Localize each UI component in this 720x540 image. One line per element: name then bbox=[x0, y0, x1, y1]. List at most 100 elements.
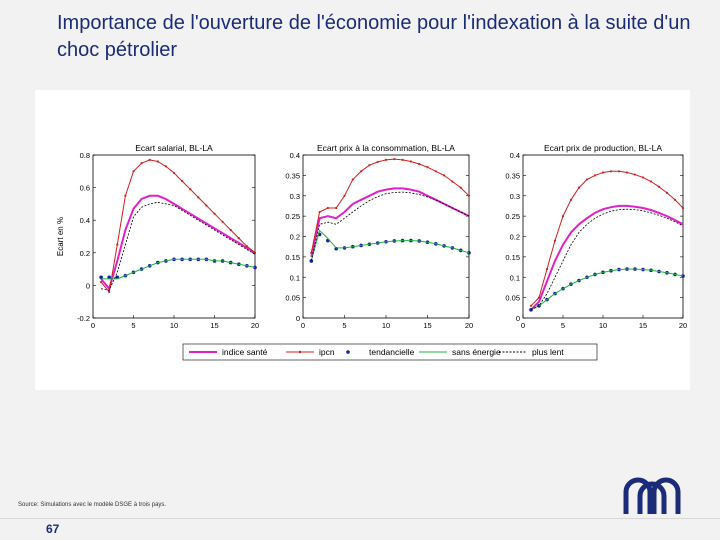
data-point-ipcn bbox=[368, 164, 371, 167]
data-point-ipcn bbox=[253, 251, 257, 254]
data-point-ipcn bbox=[197, 196, 200, 199]
y-tick-label: 0.4 bbox=[510, 151, 520, 160]
data-point-ipcn bbox=[140, 162, 143, 165]
y-tick-label: 0.3 bbox=[510, 192, 520, 201]
data-point-tendancielle bbox=[681, 274, 685, 278]
x-tick-label: 15 bbox=[423, 321, 431, 330]
data-point-ipcn bbox=[553, 239, 557, 242]
data-point-ipcn bbox=[124, 194, 127, 197]
slide-title: Importance de l'ouverture de l'économie … bbox=[57, 12, 691, 61]
data-point-ipcn bbox=[326, 206, 329, 210]
legend-box bbox=[182, 343, 598, 361]
data-point-tendancielle bbox=[99, 275, 103, 280]
data-point-ipcn bbox=[245, 245, 248, 248]
data-point-ipcn bbox=[625, 171, 629, 174]
y-tick-label: 0.2 bbox=[510, 233, 520, 242]
data-point-ipcn bbox=[529, 304, 533, 307]
data-point-ipcn bbox=[205, 204, 208, 207]
chart-title: Ecart prix à la consommation, BL-LA bbox=[317, 143, 455, 153]
y-tick-label: 0 bbox=[86, 281, 90, 290]
data-point-ipcn bbox=[181, 179, 184, 183]
x-tick-label: 20 bbox=[251, 321, 259, 330]
plot-frame bbox=[302, 154, 470, 319]
y-tick-label: 0.05 bbox=[285, 294, 300, 303]
data-point-ipcn bbox=[376, 160, 379, 164]
y-tick-label: 0.15 bbox=[505, 253, 520, 262]
x-tick-label: 10 bbox=[599, 321, 607, 330]
data-point-ipcn bbox=[633, 173, 637, 176]
y-tick-label: 0 bbox=[516, 314, 520, 323]
data-point-ipcn bbox=[351, 178, 354, 181]
data-point-ipcn bbox=[681, 206, 685, 210]
data-point-tendancielle bbox=[309, 259, 314, 263]
charts-svg: Ecart salarial, BL-LA-0.200.20.40.60.80 5… bbox=[56, 143, 687, 361]
y-tick-label: 0.6 bbox=[80, 184, 90, 193]
data-point-ipcn bbox=[609, 170, 613, 173]
y-tick-label: 0.2 bbox=[80, 249, 90, 258]
y-tick-label: 0.1 bbox=[510, 273, 520, 282]
chart-title: Ecart salarial, BL-LA bbox=[135, 143, 213, 153]
data-point-ipcn bbox=[164, 165, 167, 168]
x-tick-label: 0 bbox=[91, 321, 95, 330]
data-point-ipcn bbox=[401, 158, 404, 161]
data-point-ipcn bbox=[561, 215, 565, 218]
series-line-indice_sante bbox=[100, 194, 256, 291]
series-line-sans_energie bbox=[530, 268, 684, 311]
source-note: Source: Simulations avec le modèle DSGE … bbox=[18, 502, 167, 508]
data-point-ipcn bbox=[108, 290, 111, 294]
data-point-ipcn bbox=[116, 243, 119, 246]
y-tick-label: 0.8 bbox=[80, 151, 90, 160]
data-point-ipcn bbox=[360, 170, 363, 173]
data-point-ipcn bbox=[156, 160, 159, 163]
y-tick-label: 0.35 bbox=[285, 171, 300, 180]
y-tick-label: -0.2 bbox=[77, 314, 90, 323]
y-tick-label: 0.35 bbox=[505, 171, 520, 180]
legend-label: indice santé bbox=[222, 347, 268, 357]
series-line-ipcn bbox=[310, 158, 470, 253]
y-tick-label: 0.25 bbox=[285, 212, 300, 221]
plot-frame bbox=[522, 154, 684, 319]
legend-label: sans énergie bbox=[452, 347, 501, 357]
data-point-ipcn bbox=[665, 191, 669, 194]
x-tick-label: 10 bbox=[170, 321, 178, 330]
data-point-ipcn bbox=[237, 237, 240, 240]
series-line-sans_energie bbox=[310, 229, 470, 262]
data-point-ipcn bbox=[221, 220, 224, 223]
x-tick-label: 0 bbox=[521, 321, 525, 330]
series-line-ipcn bbox=[530, 170, 684, 307]
x-tick-label: 15 bbox=[639, 321, 647, 330]
y-tick-label: 0.25 bbox=[505, 212, 520, 221]
data-point-ipcn bbox=[641, 176, 645, 179]
data-point-ipcn bbox=[409, 160, 412, 163]
footer-divider bbox=[0, 518, 720, 519]
data-point-ipcn bbox=[459, 186, 462, 189]
data-point-ipcn bbox=[335, 206, 338, 210]
legend-label: plus lent bbox=[532, 347, 564, 357]
series-line-plus_lent bbox=[530, 208, 684, 311]
series-line-ipcn bbox=[100, 159, 256, 294]
data-point-ipcn bbox=[426, 166, 429, 169]
figure-panel: Ecart salarial, BL-LA -0.2 0 0.2 0.4 0.6 0.8 0 5… bbox=[35, 90, 690, 390]
data-point-ipcn bbox=[585, 178, 589, 181]
data-point-ipcn bbox=[384, 158, 388, 161]
y-tick-label: 0.15 bbox=[285, 253, 300, 262]
x-tick-label: 5 bbox=[561, 321, 565, 330]
legend-swatch-tendancielle bbox=[346, 350, 350, 354]
x-tick-label: 0 bbox=[301, 321, 305, 330]
y-tick-label: 0.05 bbox=[505, 294, 520, 303]
y-tick-label: 0.1 bbox=[290, 273, 300, 282]
data-point-ipcn bbox=[100, 281, 103, 284]
legend-marker-ipcn bbox=[298, 350, 302, 354]
data-point-ipcn bbox=[343, 194, 346, 197]
y-tick-label: 0.3 bbox=[290, 192, 300, 201]
x-tick-label: 15 bbox=[210, 321, 218, 330]
data-point-ipcn bbox=[229, 228, 232, 232]
y-tick-label: 0.4 bbox=[290, 151, 300, 160]
data-point-ipcn bbox=[467, 194, 471, 197]
series-line-plus_lent bbox=[310, 191, 470, 261]
data-point-ipcn bbox=[318, 210, 321, 214]
page-number: 67 bbox=[46, 522, 60, 536]
data-point-ipcn bbox=[649, 180, 653, 183]
data-point-ipcn bbox=[393, 157, 396, 161]
y-tick-label: 0 bbox=[296, 314, 300, 323]
